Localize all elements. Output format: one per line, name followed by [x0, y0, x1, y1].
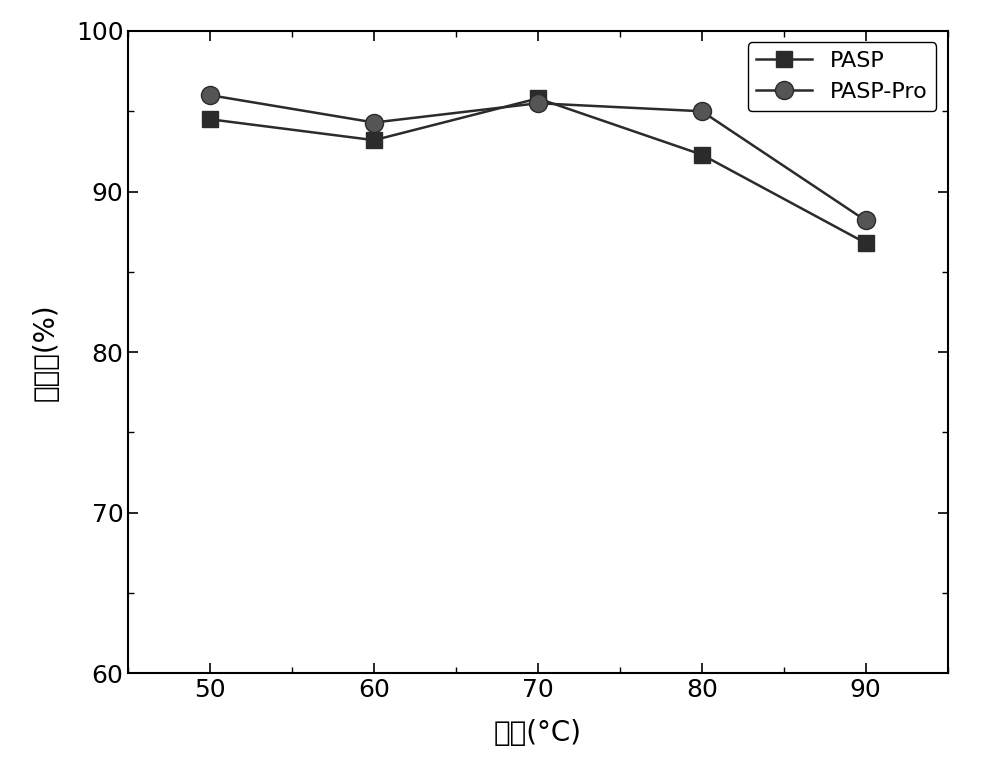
- PASP: [695, 150, 707, 159]
- X-axis label: 温度(°C): 温度(°C): [493, 719, 582, 747]
- Y-axis label: 阵垃率(%): 阵垃率(%): [32, 303, 59, 401]
- PASP: [368, 135, 380, 145]
- PASP: [859, 238, 871, 248]
- PASP-Pro: [695, 107, 707, 116]
- PASP: [204, 115, 216, 124]
- Line: PASP-Pro: PASP-Pro: [201, 86, 874, 230]
- PASP: [531, 94, 543, 103]
- Line: PASP: PASP: [202, 91, 873, 251]
- PASP-Pro: [204, 91, 216, 100]
- Legend: PASP, PASP-Pro: PASP, PASP-Pro: [746, 42, 936, 111]
- PASP-Pro: [859, 216, 871, 225]
- PASP-Pro: [531, 98, 543, 108]
- PASP-Pro: [368, 118, 380, 127]
